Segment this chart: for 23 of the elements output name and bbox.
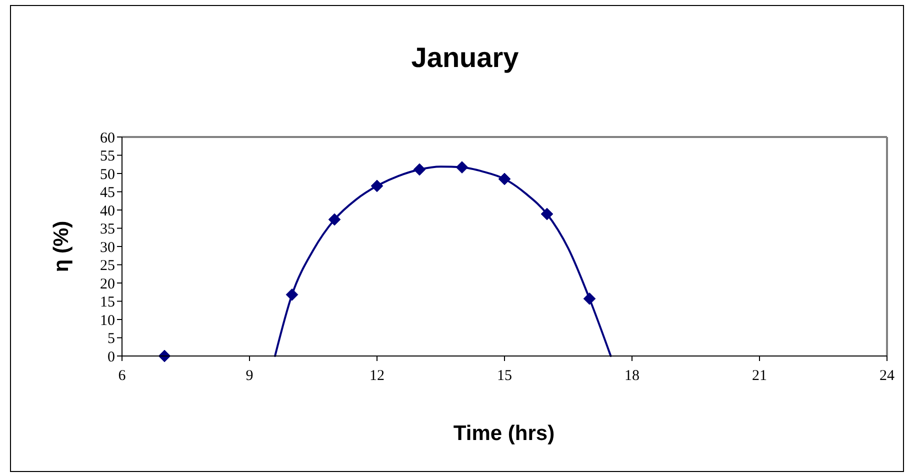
y-tick-label: 35 bbox=[100, 222, 115, 238]
x-axis-title: Time (hrs) bbox=[453, 422, 555, 445]
y-tick-label: 10 bbox=[100, 312, 115, 329]
y-tick-label: 20 bbox=[100, 276, 115, 292]
y-tick-label: 25 bbox=[100, 258, 115, 274]
y-tick-label: 5 bbox=[108, 331, 115, 347]
x-tick-label: 6 bbox=[118, 368, 126, 384]
x-tick-label: 9 bbox=[246, 368, 254, 384]
y-tick-label: 50 bbox=[100, 166, 115, 183]
y-tick-label: 45 bbox=[100, 185, 115, 201]
y-axis-title: η (%) bbox=[50, 220, 73, 272]
y-tick-label: 60 bbox=[100, 130, 115, 146]
x-tick-label: 18 bbox=[624, 368, 640, 384]
y-tick-label: 30 bbox=[100, 240, 115, 256]
x-tick-label: 15 bbox=[497, 368, 512, 384]
x-tick-label: 12 bbox=[370, 368, 384, 384]
y-tick-label: 40 bbox=[100, 203, 115, 220]
y-tick-label: 0 bbox=[108, 349, 115, 366]
y-tick-label: 55 bbox=[100, 148, 115, 164]
x-tick-label: 21 bbox=[752, 368, 767, 384]
y-tick-label: 15 bbox=[100, 294, 115, 310]
chart-title: January bbox=[411, 42, 520, 73]
x-tick-label: 24 bbox=[880, 368, 895, 384]
